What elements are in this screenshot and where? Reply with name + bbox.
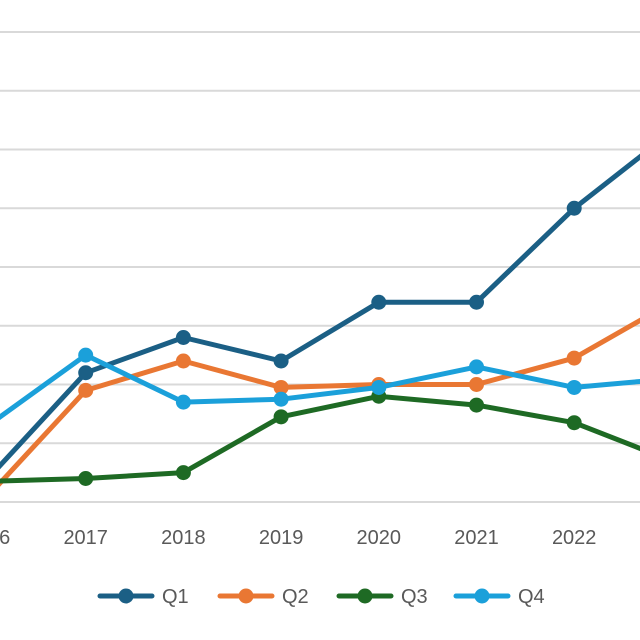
legend-label: Q2 — [282, 586, 309, 608]
data-point — [78, 365, 94, 381]
data-point — [371, 294, 387, 310]
data-point — [566, 379, 582, 395]
legend-item-q1: Q1 — [97, 586, 189, 608]
data-point — [469, 294, 484, 310]
legend-label: Q4 — [518, 586, 545, 608]
data-point — [175, 330, 191, 345]
data-point — [78, 471, 94, 486]
x-axis-tick-labels: 20162017201820192020202120222023 — [0, 527, 597, 549]
data-point — [273, 391, 289, 407]
x-tick-label: 2016 — [0, 527, 10, 549]
x-tick-label: 2022 — [552, 527, 597, 549]
data-point — [566, 350, 582, 366]
data-point — [175, 465, 191, 481]
x-tick-label: 2021 — [454, 527, 499, 549]
data-point — [469, 359, 484, 375]
series-line — [0, 393, 640, 484]
legend-label: Q3 — [401, 586, 428, 608]
x-tick-label: 2019 — [259, 527, 304, 549]
series-lines — [0, 153, 640, 487]
series-q3 — [0, 388, 640, 486]
data-point — [78, 382, 94, 398]
data-point — [469, 377, 484, 392]
series-q2 — [0, 317, 640, 487]
series-q1 — [0, 153, 640, 470]
data-point — [175, 394, 191, 410]
data-point — [371, 379, 387, 395]
series-line — [0, 317, 640, 487]
legend-swatch-marker — [357, 588, 373, 604]
legend: Q1 Q2 Q3 Q4 — [97, 586, 545, 608]
series-q4 — [0, 347, 640, 421]
x-tick-label: 2017 — [63, 527, 108, 549]
data-point — [566, 200, 582, 216]
data-point — [469, 397, 484, 413]
legend-swatch-marker — [474, 588, 490, 604]
x-tick-label: 2018 — [161, 527, 206, 549]
series-line — [0, 352, 640, 421]
legend-item-q4: Q4 — [453, 586, 545, 608]
data-point — [273, 409, 289, 425]
legend-swatch-marker — [118, 588, 134, 604]
data-point — [175, 353, 191, 369]
data-point — [273, 379, 289, 395]
gridlines — [0, 31, 640, 503]
legend-label: Q1 — [162, 586, 189, 608]
legend-item-q3: Q3 — [336, 586, 428, 608]
data-point — [273, 353, 289, 369]
data-point — [566, 415, 582, 431]
legend-swatch-marker — [238, 588, 254, 604]
data-point — [78, 347, 94, 363]
legend-item-q2: Q2 — [217, 586, 309, 608]
series-line — [0, 153, 640, 470]
x-tick-label: 2020 — [357, 527, 402, 549]
